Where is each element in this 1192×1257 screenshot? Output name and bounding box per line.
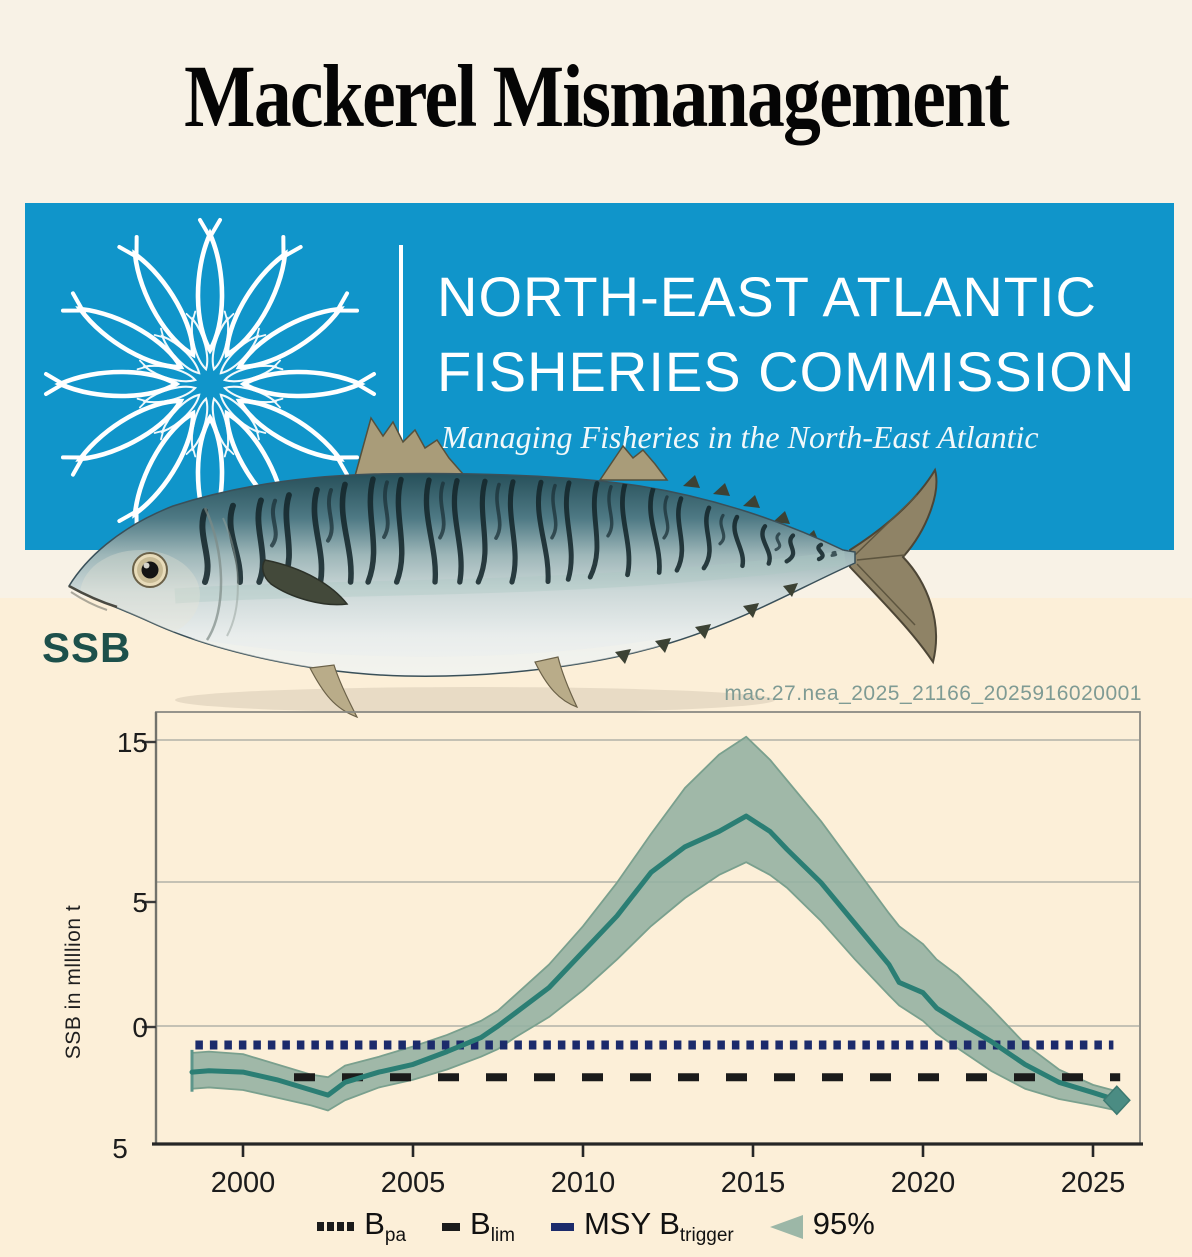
legend-item-blim: Blim	[442, 1206, 515, 1247]
svg-text:15: 15	[117, 727, 148, 758]
banner-divider	[399, 245, 403, 495]
svg-text:2000: 2000	[211, 1167, 276, 1199]
legend-label: Bpa	[364, 1206, 407, 1247]
section-heading-ssb: SSB	[42, 624, 132, 671]
page-title: Mackerel Mismanagement	[184, 46, 1009, 146]
dotted-line-icon	[317, 1222, 355, 1232]
mackerel-illustration	[67, 416, 938, 719]
legend-label: Blim	[470, 1206, 515, 1247]
org-name-line2: FISHERIES COMMISSION	[437, 340, 1136, 403]
svg-text:2005: 2005	[381, 1167, 446, 1199]
svg-text:2015: 2015	[721, 1167, 786, 1199]
chart-legend: Bpa Blim MSY Btrigger 95%	[0, 1206, 1192, 1247]
navy-dash-line-icon	[550, 1222, 574, 1231]
legend-item-bpa: Bpa	[317, 1206, 406, 1247]
neafc-banner: NORTH-EAST ATLANTIC FISHERIES COMMISSION…	[25, 203, 1174, 550]
assessment-id-text: mac.27.nea_2025_21166_2025916020001	[724, 682, 1142, 705]
legend-label: MSY Btrigger	[583, 1206, 734, 1247]
confidence-band-triangle-icon	[769, 1214, 803, 1239]
svg-text:2010: 2010	[551, 1167, 616, 1199]
dash-line-icon	[442, 1222, 461, 1231]
legend-label: 95%	[812, 1206, 875, 1241]
svg-text:2025: 2025	[1061, 1167, 1126, 1199]
org-name-line1: NORTH-EAST ATLANTIC	[437, 265, 1097, 328]
svg-text:0: 0	[132, 1012, 148, 1043]
svg-text:5: 5	[112, 1133, 128, 1164]
legend-item-95pct: 95%	[769, 1206, 875, 1247]
svg-text:2020: 2020	[891, 1167, 956, 1199]
banner-tagline: Managing Fisheries in the North-East Atl…	[441, 419, 1039, 455]
svg-text:5: 5	[132, 887, 148, 918]
legend-item-msy-btrigger: MSY Btrigger	[550, 1206, 734, 1247]
organization-name: NORTH-EAST ATLANTIC FISHERIES COMMISSION	[437, 259, 1135, 409]
